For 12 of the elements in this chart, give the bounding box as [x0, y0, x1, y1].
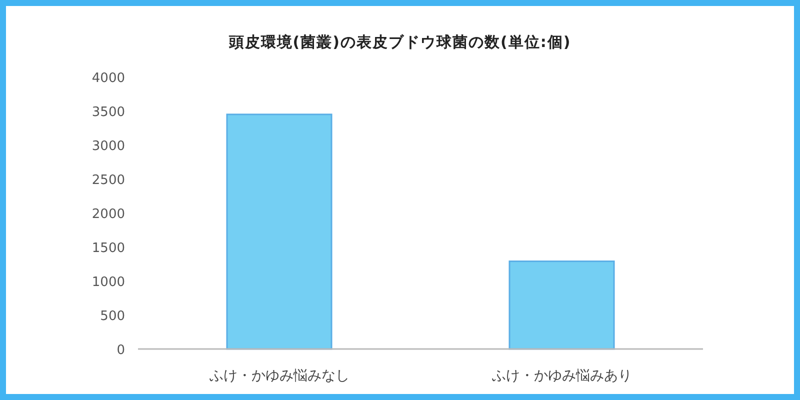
y-tick-label: 3000	[92, 139, 125, 154]
y-tick-label: 2500	[92, 173, 125, 188]
y-tick-label: 500	[100, 309, 125, 324]
y-tick-label: 4000	[92, 71, 125, 86]
y-tick-label: 2000	[92, 207, 125, 222]
y-tick-label: 1500	[92, 241, 125, 256]
x-tick-label: ふけ・かゆみ悩みなし	[208, 368, 350, 384]
chart-title: 頭皮環境(菌叢)の表皮ブドウ球菌の数(単位:個)	[228, 33, 572, 51]
y-tick-label: 3500	[92, 105, 125, 120]
x-tick-label: ふけ・かゆみ悩みあり	[490, 368, 632, 384]
y-tick-label: 1000	[92, 275, 125, 290]
y-tick-label: 0	[116, 343, 125, 358]
